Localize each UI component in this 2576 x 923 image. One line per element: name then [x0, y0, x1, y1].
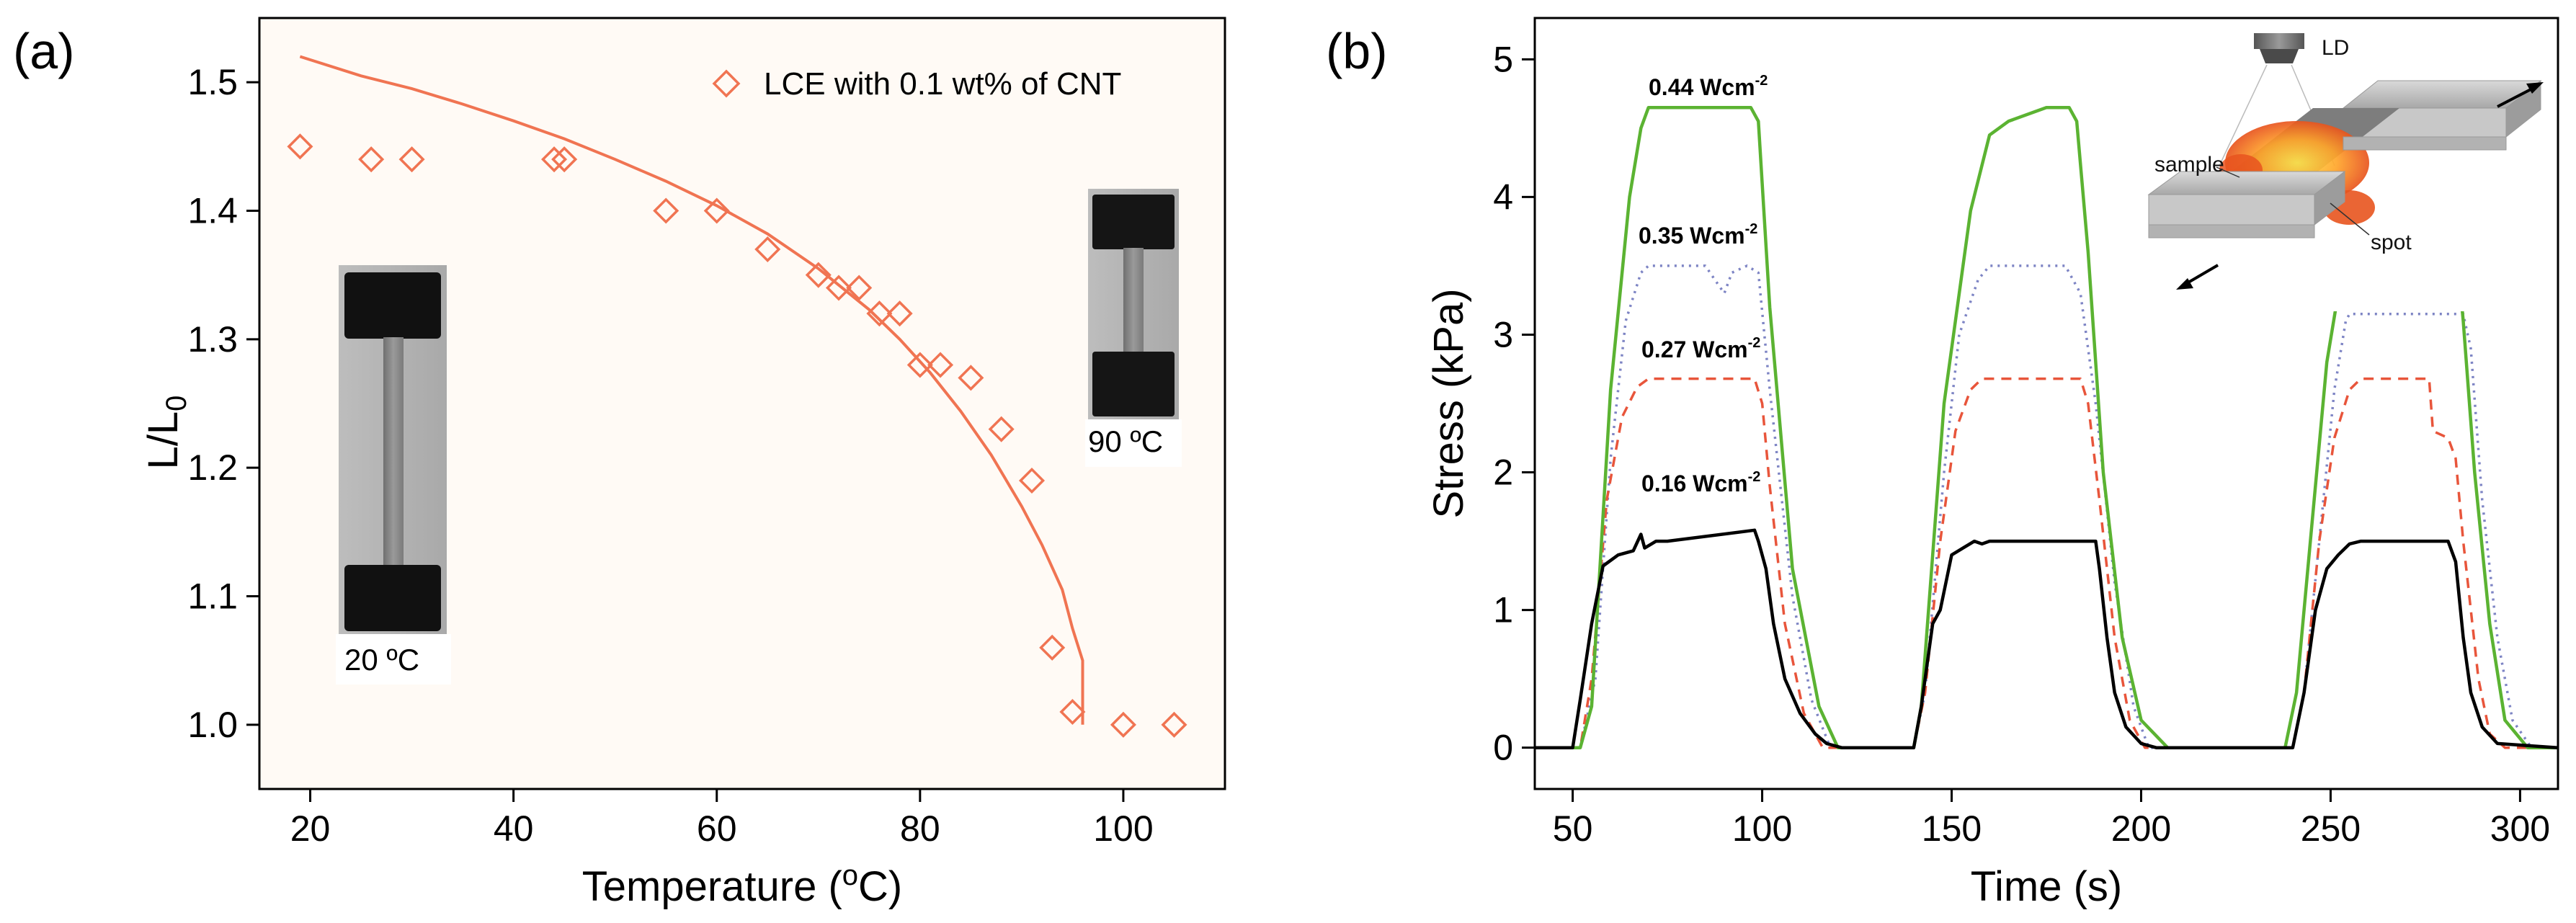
legend-label: LCE with 0.1 wt% of CNT	[764, 66, 1121, 102]
series-0-27-wcm-2-line	[1535, 377, 2558, 749]
panel-a-x-tick-label: 20	[290, 808, 331, 849]
panel-b-x-tick-label: 100	[1732, 808, 1792, 849]
panel-b-x-tick-label: 50	[1553, 808, 1593, 849]
spot-label: spot	[2371, 231, 2412, 254]
panel-a-y-tick-label: 1.3	[187, 319, 238, 360]
panel-b-x-tick-label: 250	[2301, 808, 2361, 849]
panel-a-x-tick-label: 40	[494, 808, 534, 849]
panel-a: (a) 20 40 60 80 100 1.0 1.1 1.2 1.3 1.4 1.5 LCE wi…	[13, 17, 1226, 910]
data-point-diamond	[551, 146, 578, 173]
data-point-diamond	[1110, 711, 1136, 738]
left-clamp-side	[2314, 170, 2345, 226]
panel-b-y-tick-label: 2	[1493, 452, 1513, 493]
fit-curve-line	[299, 55, 1084, 725]
panel-a-x-axis-title: Temperature (oC)	[582, 860, 902, 910]
data-point-diamond	[358, 146, 385, 173]
laser-beam-line	[2219, 64, 2268, 166]
photo-20c-bottom-clamp	[344, 565, 441, 631]
panel-b-axis-ticks: 50 100 150 200 250 300 0 1 2 3 4 5	[1493, 39, 2550, 849]
panel-b-y-tick-label: 0	[1493, 728, 1513, 768]
panel-b-x-tick-label: 200	[2111, 808, 2171, 849]
panel-a-y-tick-label: 1.5	[187, 62, 238, 102]
data-point-diamond	[754, 236, 781, 263]
panel-b-x-tick-label: 300	[2490, 808, 2550, 849]
arrow-head-left-icon	[2176, 278, 2193, 290]
setup-scheme: LD sample	[2139, 29, 2544, 311]
photo-20c-strip	[383, 337, 404, 568]
photo-90c-bottom-clamp	[1092, 352, 1175, 416]
photo-20c-caption-box	[336, 634, 451, 685]
photo-20c-caption: 20 ºC	[344, 643, 419, 677]
panel-b: (b) 50 100 150 200 250 300 0 1 2 3 4 5 0.44 Wcm-2 0…	[1326, 17, 2559, 910]
panel-b-label: (b)	[1326, 23, 1388, 79]
panel-b-y-tick-label: 5	[1493, 39, 1513, 79]
panel-a-y-tick-label: 1.0	[187, 705, 238, 745]
panel-a-data-points	[287, 133, 1187, 738]
panel-b-x-axis-title: Time (s)	[1971, 863, 2122, 910]
photo-90c-top-clamp	[1092, 195, 1175, 249]
data-point-diamond	[1039, 634, 1066, 661]
photo-20c: 20 ºC	[336, 265, 451, 685]
series-0-16-wcm-2-line	[1535, 528, 2559, 749]
panel-a-axis-ticks: 20 40 60 80 100 1.0 1.1 1.2 1.3 1.4 1.5	[187, 62, 1153, 849]
data-point-diamond	[703, 197, 730, 224]
left-clamp-bottom	[2148, 224, 2315, 238]
sample-pointer-line	[2216, 166, 2240, 178]
series-0-35-wcm-2-line	[1535, 264, 2558, 749]
panel-a-y-tick-label: 1.1	[187, 576, 238, 617]
data-point-diamond	[886, 300, 913, 327]
data-point-diamond	[927, 352, 954, 378]
photo-20c-top-clamp	[344, 272, 441, 339]
sample-label: sample	[2154, 153, 2224, 177]
right-clamp-bottom	[2343, 136, 2507, 151]
data-point-diamond	[825, 275, 852, 301]
laser-diode-icon	[2254, 33, 2304, 49]
data-point-diamond	[906, 352, 933, 378]
spot-pointer-line	[2330, 202, 2370, 236]
data-point-diamond	[653, 197, 679, 224]
panel-a-legend: LCE with 0.1 wt% of CNT	[712, 66, 1121, 102]
data-point-diamond	[866, 300, 893, 327]
data-point-diamond	[846, 275, 873, 301]
photo-90c: 90 ºC	[1085, 189, 1182, 467]
data-point-diamond	[1018, 467, 1046, 494]
photo-90c-caption: 90 ºC	[1088, 424, 1163, 458]
data-point-diamond	[287, 133, 313, 160]
annotation-0-16: 0.16 Wcm-2	[1641, 469, 1760, 496]
panel-a-fit-curve	[299, 55, 1084, 725]
laser-diode-lens-icon	[2260, 49, 2299, 63]
panel-a-y-tick-label: 1.4	[187, 191, 238, 231]
panel-a-y-tick-label: 1.2	[187, 447, 238, 488]
annotation-0-27: 0.27 Wcm-2	[1641, 335, 1760, 362]
panel-a-x-tick-label: 100	[1093, 808, 1153, 849]
annotation-0-44: 0.44 Wcm-2	[1649, 73, 1768, 100]
photo-90c-strip	[1123, 248, 1144, 355]
panel-b-y-tick-label: 4	[1493, 177, 1513, 217]
data-point-diamond	[398, 146, 425, 173]
photo-90c-caption-box	[1085, 419, 1182, 467]
data-point-diamond	[988, 416, 1015, 442]
panel-b-y-tick-label: 1	[1493, 590, 1513, 630]
left-clamp-front	[2148, 194, 2315, 226]
data-point-diamond	[805, 262, 832, 288]
panel-a-y-axis-title: L/L0	[140, 396, 192, 470]
data-point-diamond	[958, 365, 984, 391]
data-point-diamond	[1161, 711, 1187, 738]
annotation-0-35: 0.35 Wcm-2	[1639, 221, 1757, 249]
arrow-head-right-icon	[2526, 82, 2544, 94]
panel-b-y-axis-title: Stress (kPa)	[1425, 288, 1472, 518]
panel-a-x-tick-label: 80	[900, 808, 940, 849]
data-point-diamond	[1059, 698, 1086, 726]
laser-diode-label: LD	[2322, 36, 2349, 60]
panel-a-label: (a)	[13, 23, 75, 79]
legend-marker-diamond	[712, 69, 741, 98]
panel-b-y-tick-label: 3	[1493, 314, 1513, 355]
panel-b-x-tick-label: 150	[1922, 808, 1982, 849]
panel-a-x-tick-label: 60	[697, 808, 737, 849]
